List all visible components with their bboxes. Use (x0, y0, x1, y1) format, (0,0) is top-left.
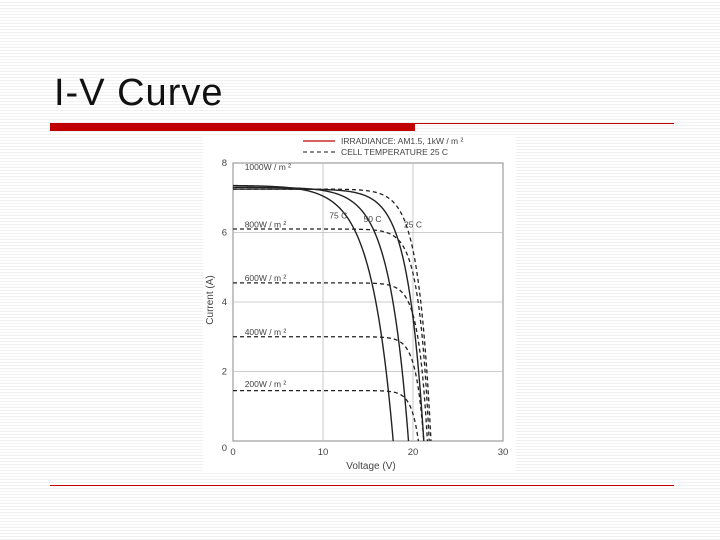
series-curve-2 (233, 282, 429, 442)
x-tick-label: 20 (408, 447, 419, 458)
x-axis-label: Voltage (V) (346, 461, 395, 472)
y-tick-label: 2 (222, 367, 227, 378)
legend-label: CELL TEMPERATURE 25 C (341, 147, 448, 157)
x-tick-label: 30 (498, 447, 509, 458)
irradiance-label: 200W / m ² (245, 379, 287, 389)
chart-curves (232, 184, 432, 442)
temperature-label: 25 C (404, 219, 422, 229)
temperature-label: 75 C (329, 211, 347, 221)
series-curve-5 (232, 184, 394, 442)
irradiance-label: 400W / m ² (245, 327, 287, 337)
x-tick-label: 0 (230, 447, 235, 458)
origin-tick-label: 0 (222, 443, 227, 454)
y-tick-label: 6 (222, 228, 227, 239)
footer-rule (50, 485, 674, 486)
title-accent-bar (50, 123, 415, 131)
series-curve-1 (233, 228, 430, 442)
slide-title: I-V Curve (54, 72, 224, 114)
x-tick-label: 10 (318, 447, 329, 458)
series-curve-3 (233, 336, 425, 442)
series-curve-0 (233, 188, 432, 442)
irradiance-label: 800W / m ² (245, 219, 287, 229)
irradiance-label: 1000W / m ² (245, 162, 291, 172)
y-axis-label: Current (A) (205, 275, 216, 324)
axis-tick-labels: 0 10 20 30 2 4 6 8 0 (222, 158, 509, 458)
y-tick-label: 8 (222, 158, 227, 169)
chart-annotations: 1000W / m ² 800W / m ² 600W / m ² 400W / m … (245, 162, 422, 389)
y-tick-label: 4 (222, 297, 227, 308)
legend-label: IRRADIANCE: AM1.5, 1kW / m ² (341, 136, 463, 146)
chart-grid (232, 162, 504, 442)
temperature-label: 50 C (364, 214, 382, 224)
series-curve-4 (233, 389, 420, 442)
irradiance-label: 600W / m ² (245, 273, 287, 283)
iv-curve-chart: 0 10 20 30 2 4 6 8 0 IRRADIANCE: AM1.5, 1kW / m … (203, 135, 516, 472)
chart-svg: 0 10 20 30 2 4 6 8 0 IRRADIANCE: AM1.5, 1kW / m … (205, 136, 509, 472)
series-curve-7 (233, 188, 425, 442)
